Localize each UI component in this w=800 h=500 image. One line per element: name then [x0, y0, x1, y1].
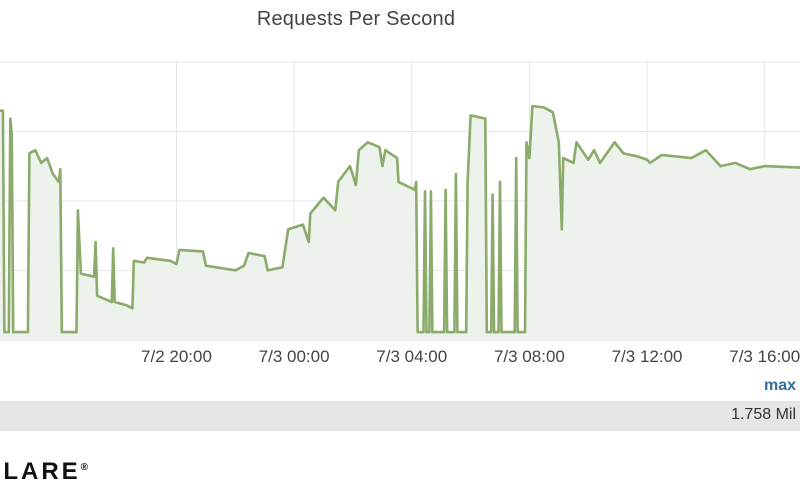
- brand-text: OFLARE: [0, 458, 81, 485]
- series-line: [0, 104, 800, 334]
- x-tick-label: 7/3 16:00: [729, 347, 800, 366]
- legend-max-value: 1.758 Mil: [731, 406, 796, 423]
- brand-logo: OFLARE®: [0, 458, 88, 486]
- x-axis-ticks: 7/2 20:00 7/3 00:00 7/3 04:00 7/3 08:00 7/3 …: [141, 347, 800, 366]
- chart-plot-area: [0, 104, 800, 340]
- trademark-mark: ®: [80, 462, 89, 473]
- legend-max-header[interactable]: max: [763, 377, 796, 394]
- x-tick-label: 7/3 12:00: [612, 347, 683, 366]
- chart-title: Requests Per Second: [256, 8, 456, 30]
- x-tick-label: 7/3 08:00: [494, 347, 565, 366]
- x-tick-label: 7/3 00:00: [259, 347, 330, 366]
- series-area: [0, 106, 800, 340]
- x-tick-label: 7/2 20:00: [141, 347, 212, 366]
- x-tick-label: 7/3 04:00: [376, 347, 447, 366]
- requests-chart: 7/2 20:00 7/3 00:00 7/3 04:00 7/3 08:00 7/3 …: [0, 61, 800, 366]
- legend-row: 1.758 Mil: [0, 401, 800, 431]
